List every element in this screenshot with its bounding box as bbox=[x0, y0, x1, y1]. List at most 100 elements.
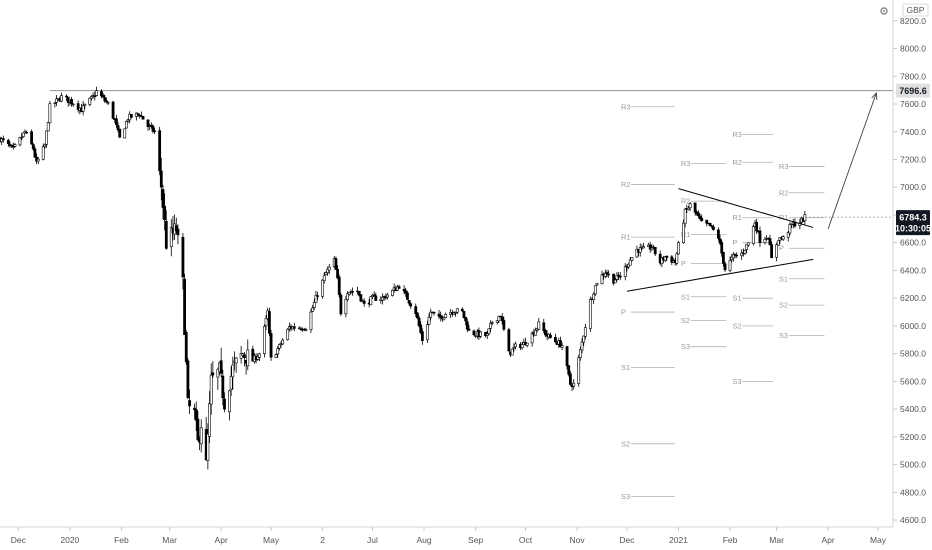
candle-body bbox=[106, 102, 110, 104]
candle bbox=[464, 316, 468, 326]
candle bbox=[682, 219, 685, 244]
pivot-label: R2 bbox=[779, 188, 789, 197]
candle-body bbox=[397, 286, 401, 289]
candle bbox=[153, 127, 157, 135]
candle bbox=[512, 343, 516, 352]
candle bbox=[30, 129, 33, 145]
candle-body bbox=[580, 341, 584, 351]
candle bbox=[460, 307, 464, 313]
candle bbox=[497, 315, 501, 324]
projection-arrow[interactable] bbox=[827, 91, 878, 229]
candle bbox=[437, 309, 441, 320]
candle bbox=[163, 193, 167, 231]
candle-body bbox=[542, 322, 546, 331]
settings-gear-icon[interactable] bbox=[880, 7, 888, 15]
candle-body bbox=[740, 252, 744, 257]
candle-body bbox=[219, 360, 223, 374]
candle-body bbox=[788, 224, 792, 234]
pivot-label: S2 bbox=[732, 321, 741, 330]
candle bbox=[465, 318, 469, 333]
candle bbox=[274, 353, 278, 359]
candle-body bbox=[276, 348, 280, 355]
candle-body bbox=[630, 257, 634, 261]
candle bbox=[580, 338, 584, 354]
candle-body bbox=[708, 222, 712, 226]
candle-body bbox=[549, 334, 552, 338]
candle bbox=[65, 94, 68, 101]
candle bbox=[595, 282, 599, 286]
candle-body bbox=[731, 253, 735, 259]
candle bbox=[18, 136, 22, 147]
candle bbox=[216, 367, 220, 390]
candle bbox=[263, 324, 266, 358]
candle-body bbox=[93, 95, 97, 98]
candle bbox=[507, 327, 511, 352]
candle bbox=[544, 328, 547, 338]
x-axis-ticks[interactable]: Dec 2020 Feb Mar Apr May 2 Jul Aug Sep Oct Nov Dec 20… bbox=[11, 527, 887, 545]
candle bbox=[100, 89, 103, 99]
candle bbox=[489, 320, 492, 333]
candle-body bbox=[56, 97, 60, 100]
candle-body bbox=[618, 275, 622, 278]
y-tick-label: 5200.0 bbox=[900, 432, 926, 442]
y-tick-label: 6600.0 bbox=[900, 238, 926, 248]
candle-body bbox=[161, 189, 165, 208]
candle-body bbox=[583, 327, 587, 337]
candle bbox=[151, 124, 155, 134]
pivot-label: R3 bbox=[779, 162, 789, 171]
candle-body bbox=[554, 337, 557, 343]
candle bbox=[391, 289, 394, 297]
currency-box[interactable]: GBP bbox=[902, 3, 929, 17]
candle bbox=[775, 242, 778, 262]
candle bbox=[321, 279, 325, 299]
candle-body bbox=[607, 273, 611, 276]
candle-body bbox=[1, 138, 5, 141]
candle bbox=[565, 345, 569, 370]
candle bbox=[623, 263, 627, 281]
candle bbox=[196, 410, 200, 442]
candle bbox=[327, 263, 331, 275]
candle bbox=[452, 311, 456, 316]
trendlines[interactable] bbox=[626, 188, 814, 292]
candle bbox=[705, 219, 709, 227]
candle bbox=[36, 156, 40, 165]
candle-body bbox=[560, 345, 564, 348]
price-badges: 7696.6 6784.310:30:05 bbox=[804, 83, 931, 236]
candle-body bbox=[151, 125, 155, 132]
candle-body bbox=[698, 216, 702, 219]
candle-body bbox=[100, 91, 103, 97]
candle-body bbox=[231, 364, 235, 378]
candle-body bbox=[221, 375, 225, 399]
candle bbox=[344, 295, 348, 318]
candle bbox=[627, 262, 630, 270]
candle-body bbox=[465, 321, 469, 330]
candle bbox=[243, 351, 246, 367]
candle bbox=[48, 100, 52, 124]
candle bbox=[607, 270, 611, 278]
candle bbox=[462, 311, 466, 319]
candle-body bbox=[720, 242, 724, 254]
candle bbox=[246, 339, 250, 371]
candle bbox=[730, 254, 734, 263]
candle bbox=[334, 256, 338, 270]
candle-body bbox=[45, 130, 48, 145]
candle bbox=[346, 291, 349, 302]
candle bbox=[415, 312, 419, 320]
pivot-label: R2 bbox=[681, 197, 691, 206]
current-price-badge bbox=[896, 210, 930, 236]
candle-body bbox=[211, 372, 215, 376]
y-tick-label: 6200.0 bbox=[900, 293, 926, 303]
candle-body bbox=[105, 100, 108, 103]
candle bbox=[324, 271, 328, 276]
candle-body bbox=[386, 294, 389, 298]
pivot-label: R3 bbox=[621, 102, 631, 111]
candle-body bbox=[264, 318, 268, 327]
candle-body bbox=[169, 227, 173, 247]
candle-body bbox=[763, 239, 767, 244]
pivot-label: R1 bbox=[621, 233, 631, 242]
candle bbox=[158, 126, 162, 176]
candle-body bbox=[537, 321, 541, 330]
candle-body bbox=[743, 249, 747, 254]
